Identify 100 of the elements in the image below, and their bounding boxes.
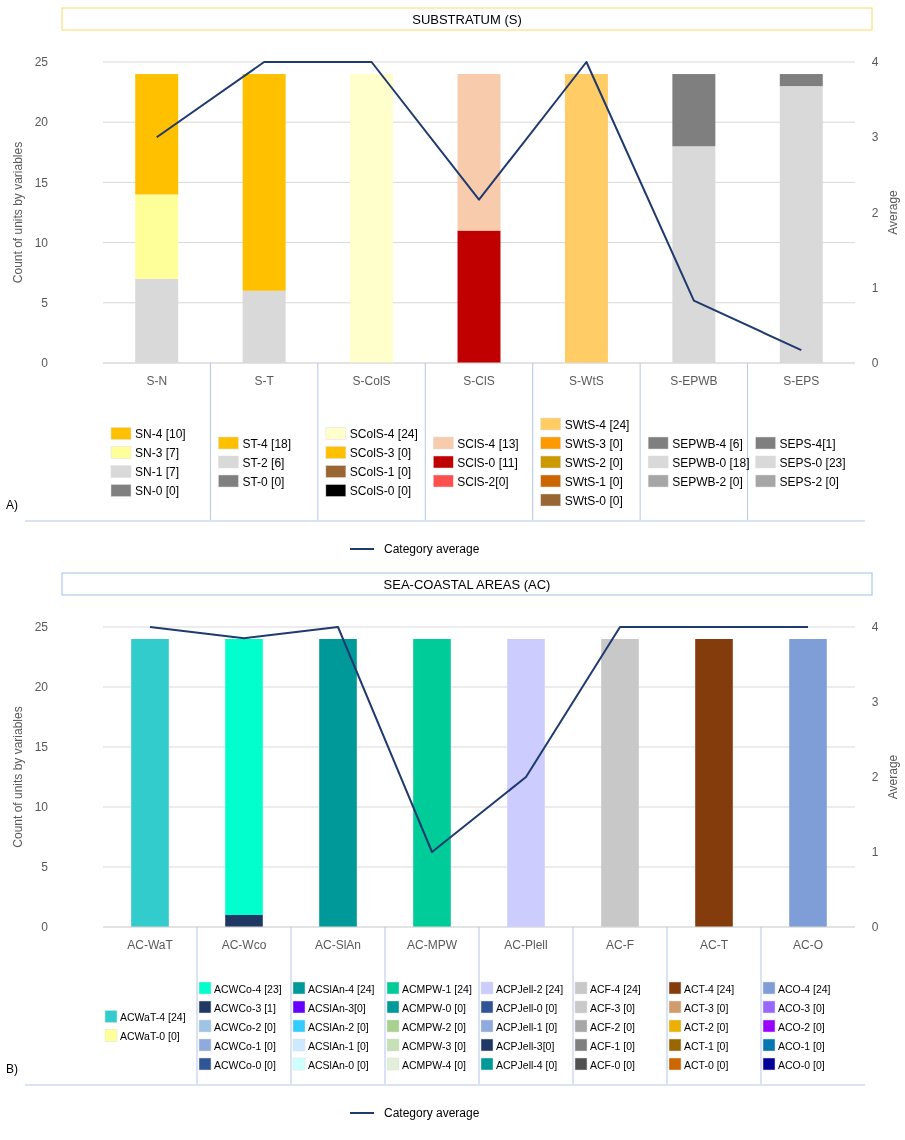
x-tick-label: S-WtS — [569, 374, 604, 388]
legend-label: SWtS-4 [24] — [564, 417, 630, 432]
legend-label: SColS-1 [0] — [349, 465, 412, 479]
legend-label: ACWaT-0 [0] — [120, 1030, 180, 1042]
legend-label: ACWCo-0 [0] — [214, 1058, 276, 1071]
x-tick-label: AC-Wco — [221, 938, 267, 952]
line-series — [149, 626, 809, 853]
legend-label: SEPWB-4 [6] — [672, 436, 743, 451]
y-tick-label: 5 — [41, 296, 49, 310]
legend-label: Category average — [384, 1106, 480, 1120]
y-tick-label: 10 — [34, 800, 49, 815]
y2-tick-label: 4 — [871, 620, 879, 635]
legend-label: ACF-0 [0] — [590, 1058, 636, 1071]
x-tick-label: AC-WaT — [127, 938, 174, 952]
legend-label: SWtS-2 [0] — [564, 455, 623, 470]
legend-label: SEPS-0 [23] — [779, 455, 846, 470]
text: B) — [6, 1062, 18, 1076]
legend-label: ACWCo-4 [23] — [214, 982, 282, 995]
text: A) — [6, 498, 18, 512]
legend-label: SColS-3 [0] — [349, 446, 412, 460]
x-tick-label: AC-Plell — [504, 938, 548, 952]
legend-label: ACSlAn-4 [24] — [308, 982, 375, 995]
legend-label: SWtS-0 [0] — [564, 493, 623, 508]
legend-label: ACPJell-1 [0] — [496, 1020, 558, 1033]
legend-label: SWtS-3 [0] — [564, 436, 623, 451]
x-tick-label: AC-F — [606, 938, 634, 952]
legend-label: ACO-4 [24] — [778, 982, 831, 995]
legend-label: ACPJell-4 [0] — [496, 1058, 558, 1071]
y2-tick-label: 4 — [871, 55, 879, 70]
legend-label: ACO-1 [0] — [778, 1039, 825, 1052]
legend-label: ST-2 [6] — [242, 455, 285, 470]
legend-label: SClS-4 [13] — [457, 436, 519, 451]
legend-label: SWtS-1 [0] — [564, 474, 623, 489]
y-tick-label: 5 — [41, 860, 49, 875]
legend-label: ACT-3 [0] — [684, 1001, 729, 1014]
legend-label: ACWCo-2 [0] — [214, 1020, 276, 1033]
legend-label: ACF-4 [24] — [590, 982, 641, 995]
legend-label: SClS-0 [11] — [457, 455, 518, 470]
y2-tick-label: 1 — [871, 280, 879, 295]
y2-tick-label: 3 — [871, 130, 879, 145]
legend-label: ACWCo-1 [0] — [214, 1039, 276, 1052]
x-tick-label: AC-SlAn — [314, 938, 362, 952]
legend-label: ST-4 [18] — [242, 436, 292, 451]
y2-tick-label: 2 — [871, 205, 879, 220]
legend-label: SColS-4 [24] — [349, 427, 418, 441]
legend-label: Category average — [384, 542, 480, 556]
legend-label: ACSlAn-2 [0] — [308, 1020, 369, 1033]
legend-label: ACSlAn-3[0] — [308, 1001, 366, 1014]
y2-tick-label: 0 — [871, 920, 879, 935]
legend-label: SColS-0 [0] — [349, 484, 412, 498]
legend-label: ACO-2 [0] — [778, 1020, 825, 1033]
legend-label: SN-4 [10] — [135, 427, 186, 441]
y-tick-label: 0 — [41, 920, 49, 935]
x-tick-label: AC-MPW — [407, 938, 458, 952]
legend-label: ACMPW-3 [0] — [402, 1039, 467, 1052]
x-tick-label: S-ColS — [352, 374, 391, 388]
y-tick-label: 20 — [34, 680, 49, 695]
y-axis-title: Count of units by variables — [11, 706, 25, 848]
legend-label: ACF-1 [0] — [590, 1039, 636, 1052]
legend-label: SN-3 [7] — [135, 446, 180, 460]
legend-label: ACMPW-0 [0] — [402, 1001, 467, 1014]
y-tick-label: 25 — [34, 620, 49, 635]
y-tick-label: 0 — [41, 356, 49, 371]
legend-label: SClS-2[0] — [457, 474, 509, 489]
legend-label: SEPWB-2 [0] — [672, 474, 743, 489]
legend-label: ACF-3 [0] — [590, 1001, 636, 1014]
line-series — [155, 61, 803, 352]
y-axis-title: Count of units by variables — [11, 141, 25, 284]
legend-label: SEPS-4[1] — [779, 436, 836, 451]
x-tick-label: S-T — [254, 374, 275, 388]
y-tick-label: 15 — [34, 740, 49, 755]
legend-label: SN-1 [7] — [135, 465, 180, 479]
x-tick-label: S-ClS — [463, 374, 495, 388]
y2-tick-label: 2 — [871, 770, 879, 785]
legend-label: SEPS-2 [0] — [779, 474, 839, 489]
legend-label: ACPJell-0 [0] — [496, 1001, 558, 1014]
legend-label: ACO-0 [0] — [778, 1058, 825, 1071]
chart-title: SEA-COASTAL AREAS (AC) — [383, 577, 551, 592]
x-tick-label: S-EPWB — [670, 374, 718, 388]
x-tick-label: AC-T — [700, 938, 729, 952]
legend-label: ACMPW-1 [24] — [402, 982, 472, 995]
y2-tick-label: 0 — [871, 356, 879, 371]
y-tick-label: 20 — [34, 115, 49, 130]
legend-label: ACPJell-3[0] — [496, 1039, 555, 1052]
x-tick-label: S-EPS — [783, 374, 820, 388]
legend-label: ACT-1 [0] — [684, 1039, 729, 1052]
y-tick-label: 15 — [34, 175, 49, 190]
x-tick-label: S-N — [146, 374, 168, 388]
legend-label: ACSlAn-0 [0] — [308, 1058, 369, 1071]
y2-axis-title: Average — [886, 754, 900, 800]
x-tick-label: AC-O — [793, 938, 823, 952]
legend-label: ACT-0 [0] — [684, 1058, 729, 1071]
legend-label: ACPJell-2 [24] — [496, 982, 564, 995]
y-tick-label: 10 — [34, 235, 49, 250]
y2-axis-title: Average — [886, 189, 900, 235]
legend-label: ACT-2 [0] — [684, 1020, 729, 1033]
legend-label: ACO-3 [0] — [778, 1001, 825, 1014]
legend-label: ACWaT-4 [24] — [120, 1011, 186, 1023]
legend-label: ACMPW-2 [0] — [402, 1020, 467, 1033]
chart-title: SUBSTRATUM (S) — [412, 12, 522, 27]
